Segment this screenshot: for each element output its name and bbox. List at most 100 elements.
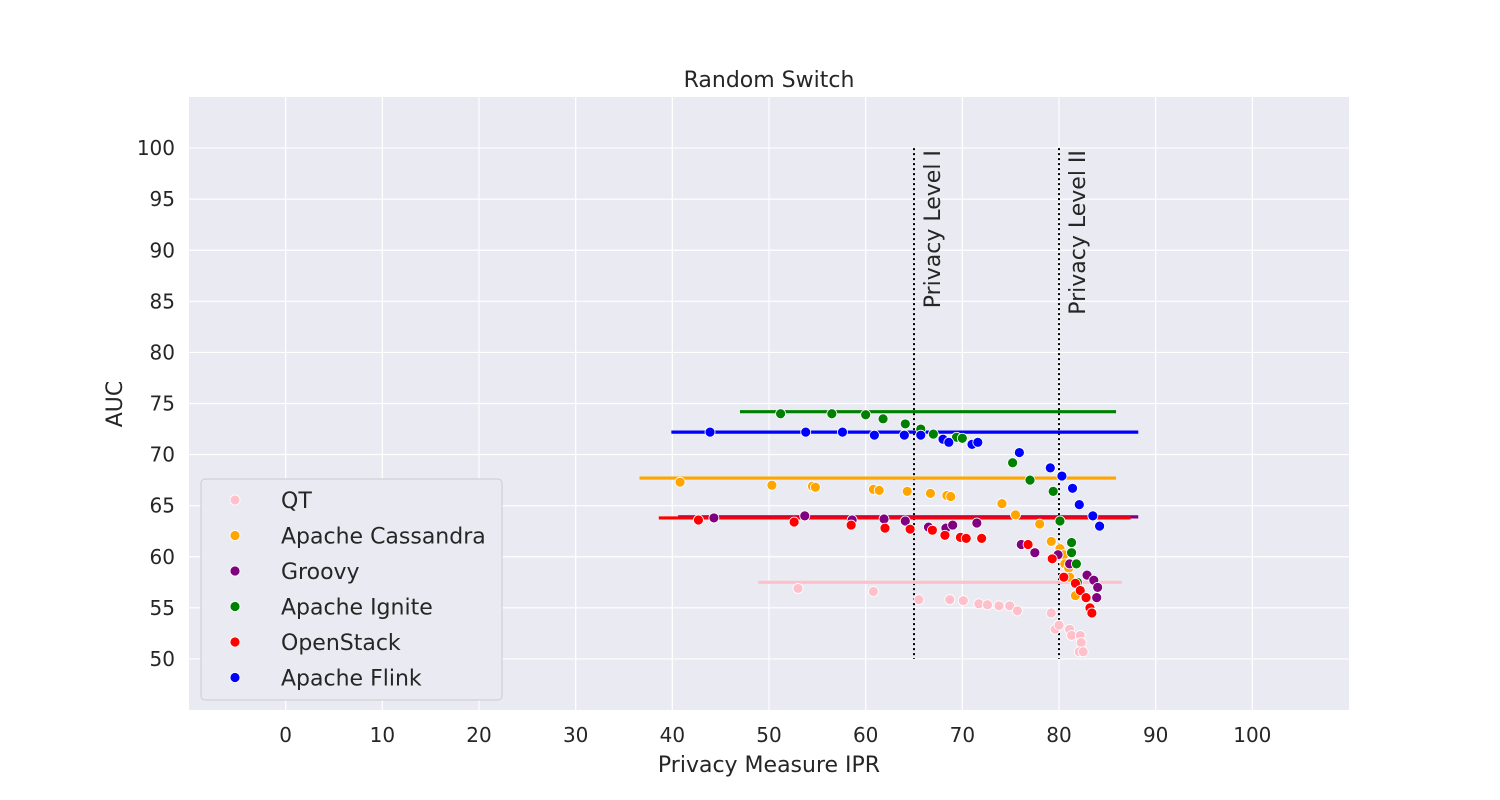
- data-point: [1045, 536, 1057, 547]
- x-tick-label: 50: [756, 723, 781, 747]
- data-point: [1044, 462, 1056, 474]
- data-point: [1047, 485, 1059, 497]
- data-point: [1094, 520, 1105, 532]
- legend: QT Apache Cassandra Groovy Apache Ignite Ope…: [200, 478, 503, 701]
- data-point: [971, 517, 983, 529]
- y-tick-label: 55: [150, 596, 175, 620]
- y-tick-label: 100: [137, 136, 175, 160]
- legend-marker: [229, 601, 241, 612]
- data-point: [868, 429, 880, 441]
- data-point: [879, 522, 891, 534]
- data-point: [901, 485, 913, 497]
- y-tick-label: 80: [150, 340, 175, 364]
- data-point: [943, 436, 955, 448]
- data-point: [704, 426, 716, 438]
- data-point: [1058, 571, 1070, 583]
- legend-label: Apache Cassandra: [281, 525, 486, 550]
- x-tick-label: 40: [660, 723, 685, 747]
- data-point: [1066, 537, 1077, 548]
- x-tick-label: 0: [279, 723, 292, 747]
- data-point: [899, 515, 911, 527]
- data-point: [927, 428, 939, 440]
- data-point: [1077, 646, 1089, 658]
- data-point: [693, 514, 704, 526]
- x-tick-label: 30: [563, 723, 588, 747]
- data-point: [1056, 470, 1068, 482]
- data-point: [800, 426, 812, 438]
- data-point: [674, 476, 686, 488]
- y-axis-label: AUC: [103, 381, 128, 428]
- data-point: [1045, 607, 1057, 619]
- data-point: [898, 429, 910, 441]
- x-tick-label: 70: [950, 723, 975, 747]
- data-point: [956, 432, 968, 444]
- data-point: [1007, 457, 1018, 469]
- data-point: [939, 529, 951, 541]
- reference-line-label: Privacy Level I: [921, 150, 946, 308]
- data-point: [947, 519, 959, 531]
- data-point: [1012, 605, 1023, 617]
- data-point: [810, 481, 821, 493]
- reference-line-label: Privacy Level II: [1066, 150, 1091, 315]
- data-point: [873, 484, 885, 496]
- data-point: [1010, 509, 1021, 521]
- legend-label: QT: [281, 489, 312, 514]
- data-point: [845, 519, 857, 531]
- data-point: [913, 594, 925, 606]
- y-tick-label: 90: [150, 238, 175, 262]
- data-point: [1034, 518, 1046, 530]
- data-point: [1086, 607, 1098, 619]
- x-tick-label: 60: [853, 723, 878, 747]
- x-tick-label: 100: [1233, 723, 1271, 747]
- data-point: [957, 595, 969, 607]
- data-point: [1004, 600, 1016, 612]
- y-tick-label: 75: [150, 392, 175, 416]
- data-point: [1029, 547, 1041, 559]
- x-axis-label: Privacy Measure IPR: [658, 753, 880, 778]
- y-tick-label: 60: [150, 545, 175, 569]
- legend-marker: [229, 672, 241, 683]
- data-point: [1074, 585, 1086, 596]
- data-point: [1087, 510, 1099, 522]
- y-tick-label: 65: [150, 494, 175, 518]
- data-point: [766, 479, 778, 491]
- data-point: [1071, 558, 1082, 570]
- x-tick-label: 90: [1143, 723, 1168, 747]
- data-point: [993, 600, 1005, 612]
- data-point: [982, 599, 993, 611]
- data-points: [674, 408, 1105, 658]
- data-point: [860, 409, 872, 421]
- y-tick-label: 95: [150, 187, 175, 211]
- data-point: [944, 594, 956, 606]
- data-point: [868, 586, 879, 597]
- data-point: [1073, 499, 1085, 511]
- data-point: [945, 491, 957, 502]
- reference-lines: Privacy Level I Privacy Level II: [913, 148, 1091, 659]
- data-point: [826, 408, 838, 420]
- data-point: [925, 488, 936, 499]
- data-point: [899, 418, 911, 430]
- data-point: [904, 523, 916, 535]
- legend-label: Apache Flink: [281, 667, 422, 692]
- data-point: [1054, 515, 1066, 527]
- legend-marker: [229, 565, 241, 577]
- data-point: [1046, 553, 1058, 565]
- data-point: [792, 583, 804, 594]
- y-tick-label: 50: [150, 647, 175, 671]
- legend-label: Apache Ignite: [281, 596, 433, 621]
- data-point: [1092, 582, 1104, 593]
- data-point: [972, 436, 984, 448]
- data-point: [926, 524, 938, 536]
- legend-marker: [229, 636, 241, 648]
- data-point: [1053, 619, 1065, 631]
- data-point: [788, 516, 800, 528]
- chart-title: Random Switch: [684, 68, 855, 93]
- data-point: [799, 510, 811, 522]
- data-point: [1022, 539, 1034, 550]
- legend-box: [200, 478, 503, 701]
- series-baselines: [639, 410, 1139, 584]
- data-point: [1080, 592, 1092, 604]
- data-point: [877, 413, 889, 425]
- legend-label: OpenStack: [281, 631, 401, 656]
